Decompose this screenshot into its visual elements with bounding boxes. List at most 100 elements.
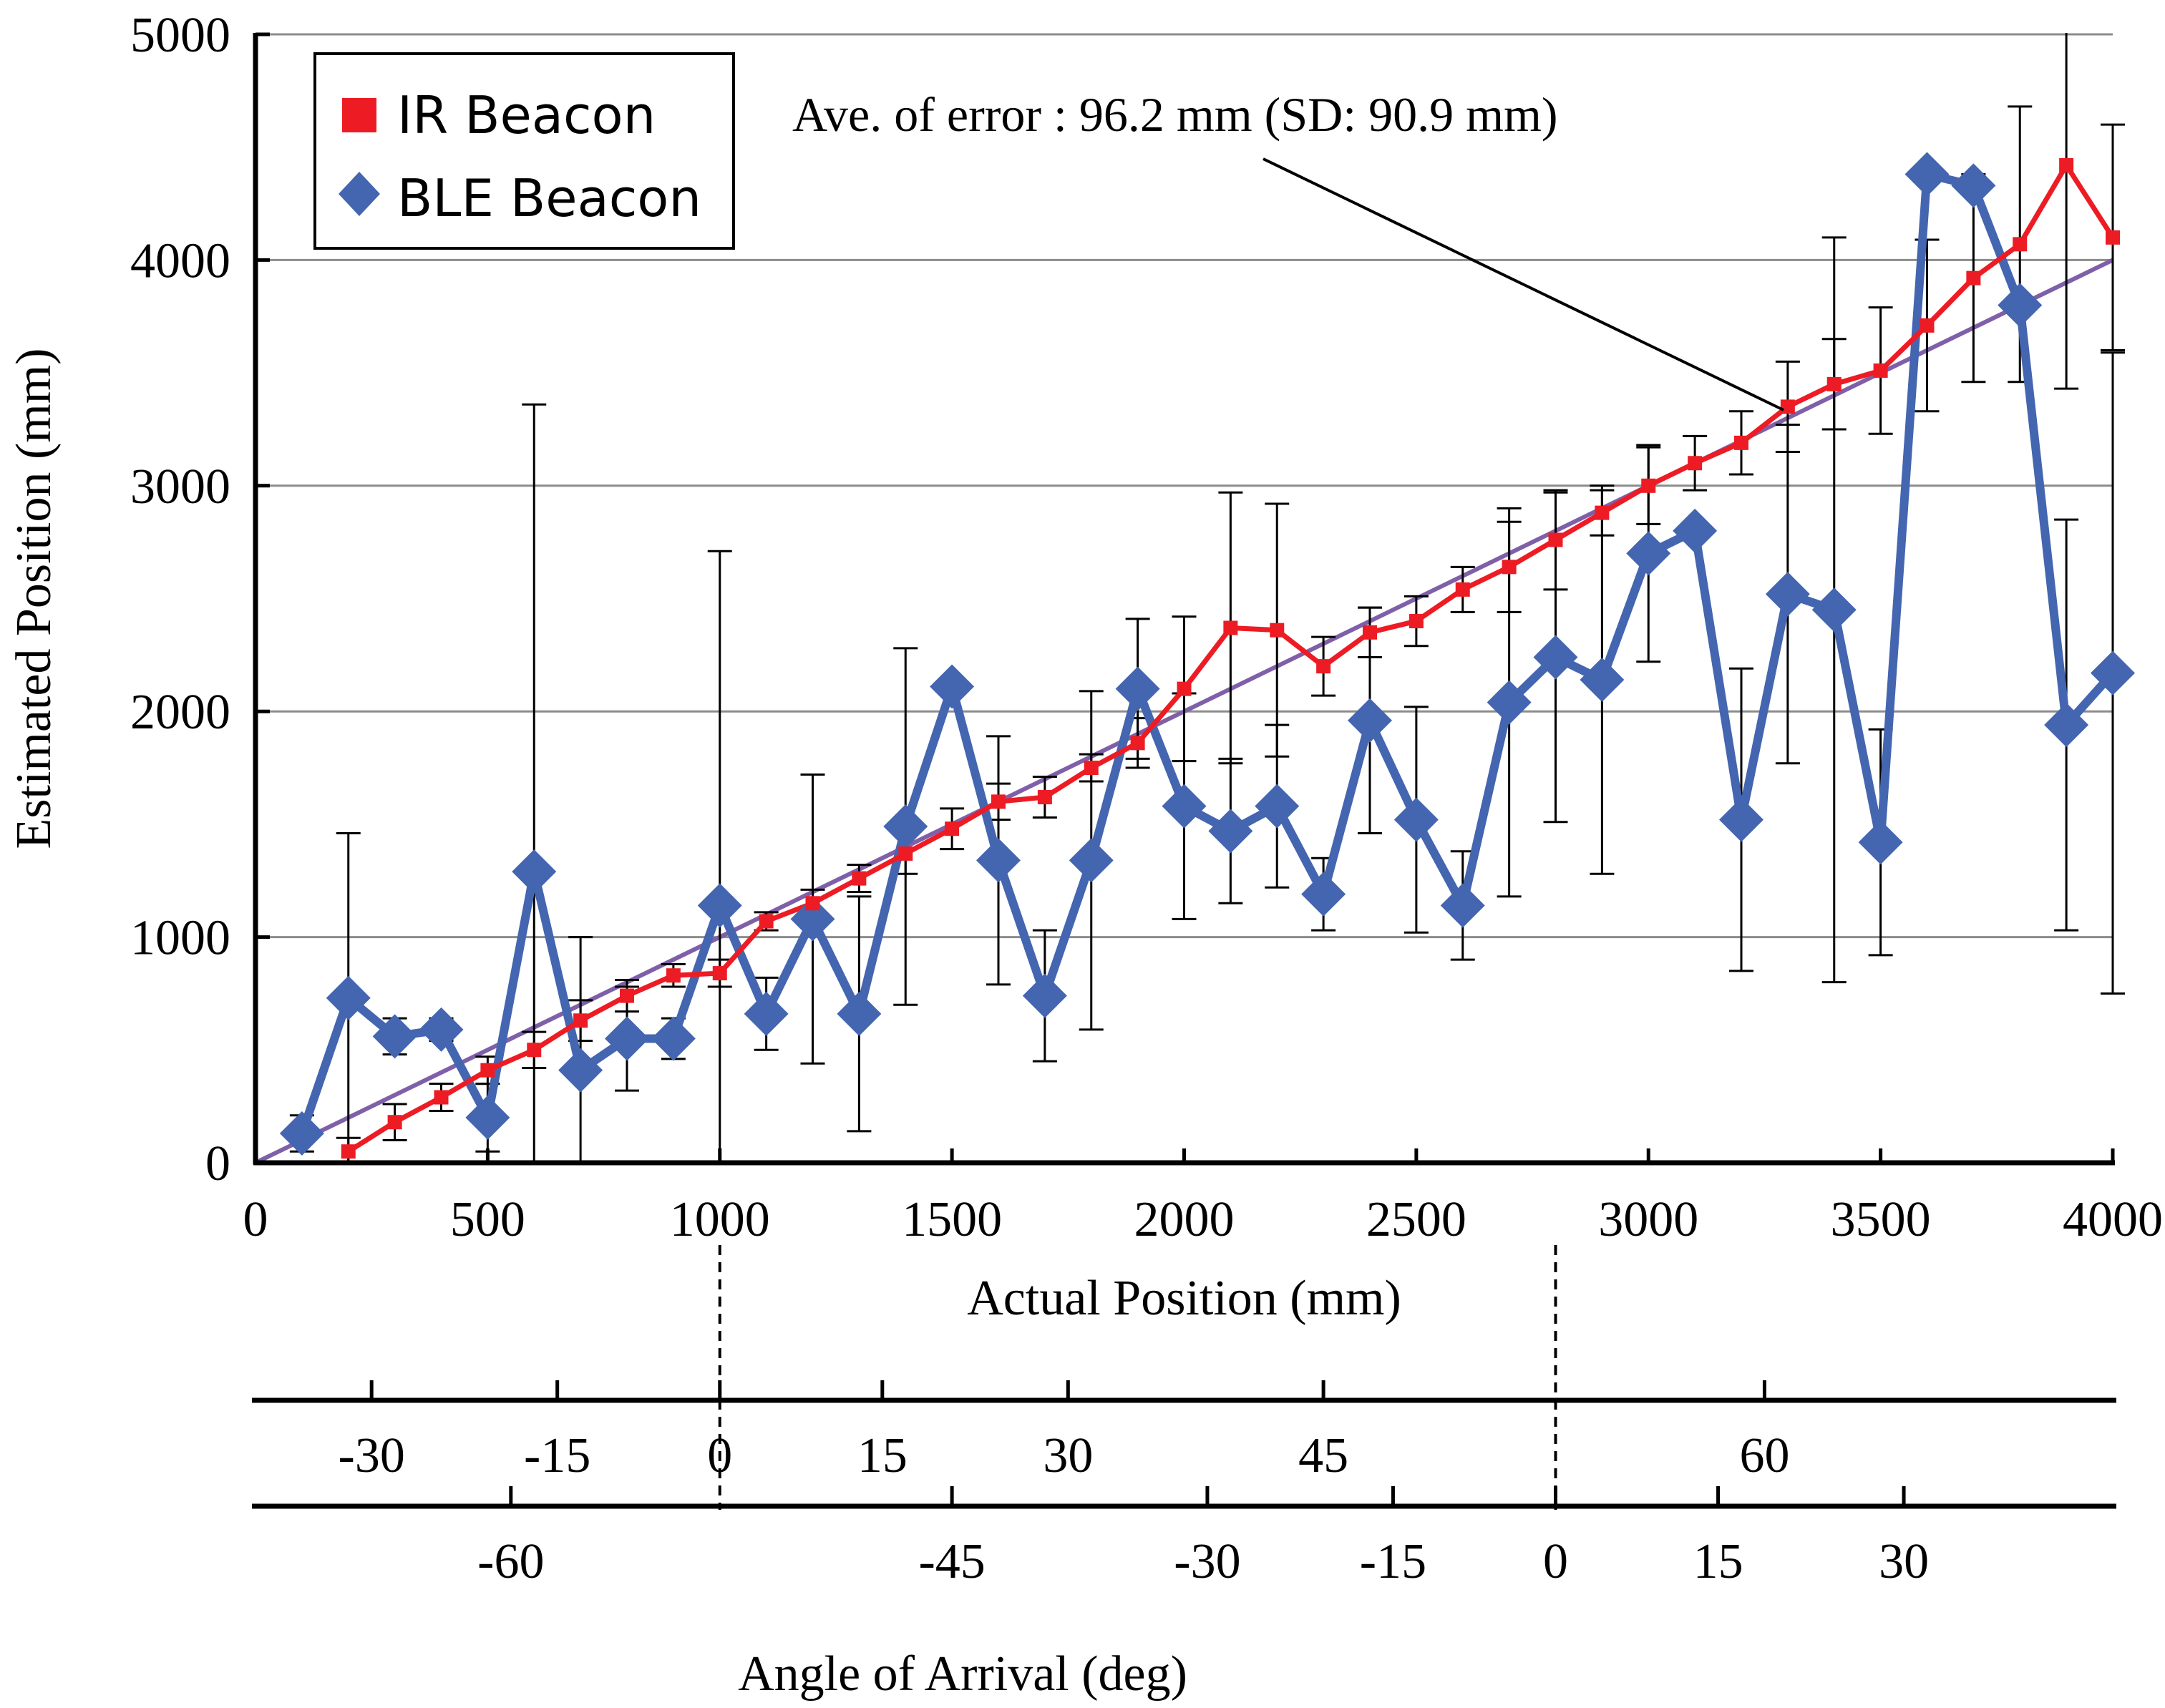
angle-axis-2-label: -30 (1174, 1534, 1240, 1589)
legend-ir-label: IR Beacon (397, 85, 656, 145)
ir-data-point (1966, 270, 1981, 286)
x-tick-label: 0 (243, 1192, 268, 1247)
ble-data-point (558, 1048, 603, 1093)
x-tick-label: 2000 (1134, 1192, 1235, 1247)
angle-axis-1-label: 30 (1043, 1428, 1093, 1483)
ble-data-point (1998, 283, 2043, 328)
angle-axis-2-label: 30 (1879, 1534, 1929, 1589)
ble-data-point (1626, 531, 1671, 576)
y-tick-label: 1000 (130, 911, 230, 966)
ble-data-point (1487, 680, 1532, 725)
ble-data-point (1162, 784, 1207, 829)
ir-data-point (1363, 625, 1377, 640)
x-tick-label: 1500 (902, 1192, 1002, 1247)
annotation-group: Ave. of error : 96.2 mm (SD: 90.9 mm) (792, 87, 1784, 411)
angle-axis-2-label: 0 (1543, 1534, 1568, 1589)
ir-data-point (1920, 318, 1935, 333)
x-tick-label: 3500 (1831, 1192, 1931, 1247)
ble-data-point (1069, 838, 1114, 883)
ble-data-point (1580, 658, 1625, 703)
x-tick-label: 1000 (670, 1192, 770, 1247)
x-tick-label: 3000 (1598, 1192, 1698, 1247)
ble-data-point (651, 1016, 696, 1061)
ble-data-point (1208, 809, 1253, 854)
ble-data-point (930, 664, 975, 709)
ble-data-point (2091, 650, 2135, 696)
ble-data-point (1533, 635, 1578, 680)
ble-data-point (1440, 883, 1485, 928)
ir-data-point (1873, 363, 1888, 378)
ble-data-point (512, 849, 557, 894)
ir-data-point (1502, 560, 1517, 575)
ble-data-point (697, 883, 742, 928)
y-tick-label: 0 (205, 1136, 230, 1191)
angle-axis-2-label: -15 (1360, 1534, 1426, 1589)
ir-data-point (1780, 399, 1795, 414)
angle-axis-2-label: 15 (1693, 1534, 1743, 1589)
angle-axes: -30 -15 0 15 30 45 60 -60 -45 -30 -15 0 15 30 Angle of… (252, 1245, 2116, 1702)
ir-data-point (1688, 456, 1703, 471)
x-tick-label: 2500 (1366, 1192, 1466, 1247)
ir-data-point (1455, 582, 1470, 597)
angle-axis-1-label: -30 (339, 1428, 405, 1483)
ir-data-point (1734, 435, 1748, 450)
angle-axis-title: Angle of Arrival (deg) (738, 1646, 1187, 1702)
ir-data-point (2106, 230, 2120, 245)
ble-data-point (1255, 784, 1300, 829)
ble-data-point (1115, 666, 1160, 711)
ble-data-point (1673, 508, 1718, 553)
ble-data-point (1719, 797, 1763, 842)
y-tick-label: 5000 (130, 8, 230, 63)
ble-data-point (465, 1095, 510, 1140)
ir-data-point (2013, 237, 2028, 252)
ir-data-point (480, 1063, 495, 1078)
ir-data-point (527, 1043, 542, 1058)
angle-axis-1-label: 0 (707, 1428, 732, 1483)
ir-data-point (434, 1090, 449, 1105)
ble-data-point (837, 991, 882, 1036)
ble-data-point (883, 804, 928, 849)
ble-data-point (1811, 587, 1857, 633)
angle-axis-1-label: 45 (1298, 1428, 1348, 1483)
series-group (279, 152, 2135, 1159)
ir-data-point (1548, 532, 1563, 547)
ble-data-point (372, 1014, 417, 1059)
ir-data-point (1826, 376, 1842, 391)
ir-data-point (1595, 505, 1610, 520)
ir-data-point (712, 966, 727, 981)
ir-data-point (1641, 478, 1656, 493)
y-tick-label: 2000 (130, 685, 230, 740)
angle-axis-1-label: 60 (1739, 1428, 1789, 1483)
angle-axis-2-label: -45 (918, 1534, 985, 1589)
x-tick-label: 4000 (2063, 1192, 2163, 1247)
ble-data-point (605, 1016, 649, 1061)
ble-data-point (1348, 698, 1392, 743)
ir-data-point (620, 988, 634, 1003)
ble-data-point (1951, 163, 1996, 208)
ir-data-point (1130, 736, 1145, 751)
axes: 0 1000 2000 3000 4000 5000 0 500 1000 1500 2000 250… (6, 8, 2163, 1326)
angle-axis-1-label: -15 (524, 1428, 590, 1483)
ble-data-point (326, 975, 371, 1020)
ir-data-point (1223, 620, 1238, 635)
ble-data-point (1393, 797, 1439, 842)
ir-data-point (666, 968, 681, 983)
ble-series-line (298, 170, 2116, 1135)
ble-data-point (2044, 703, 2089, 748)
ir-data-point (805, 896, 820, 911)
y-tick-label: 4000 (130, 233, 230, 288)
ble-data-point (419, 1007, 464, 1052)
legend-ir-swatch (342, 98, 376, 132)
ble-data-point (1858, 820, 1903, 865)
ble-data-point (790, 897, 835, 942)
ir-data-point (1409, 614, 1424, 629)
x-axis-title: Actual Position (mm) (967, 1271, 1401, 1326)
legend-ble-label: BLE Beacon (397, 168, 701, 228)
ir-data-point (759, 914, 774, 929)
ir-data-point (1270, 623, 1285, 638)
ir-data-point (852, 871, 867, 886)
ir-data-point (2059, 157, 2074, 172)
ble-data-point (1904, 152, 1950, 197)
annotation-text: Ave. of error : 96.2 mm (SD: 90.9 mm) (792, 87, 1558, 142)
